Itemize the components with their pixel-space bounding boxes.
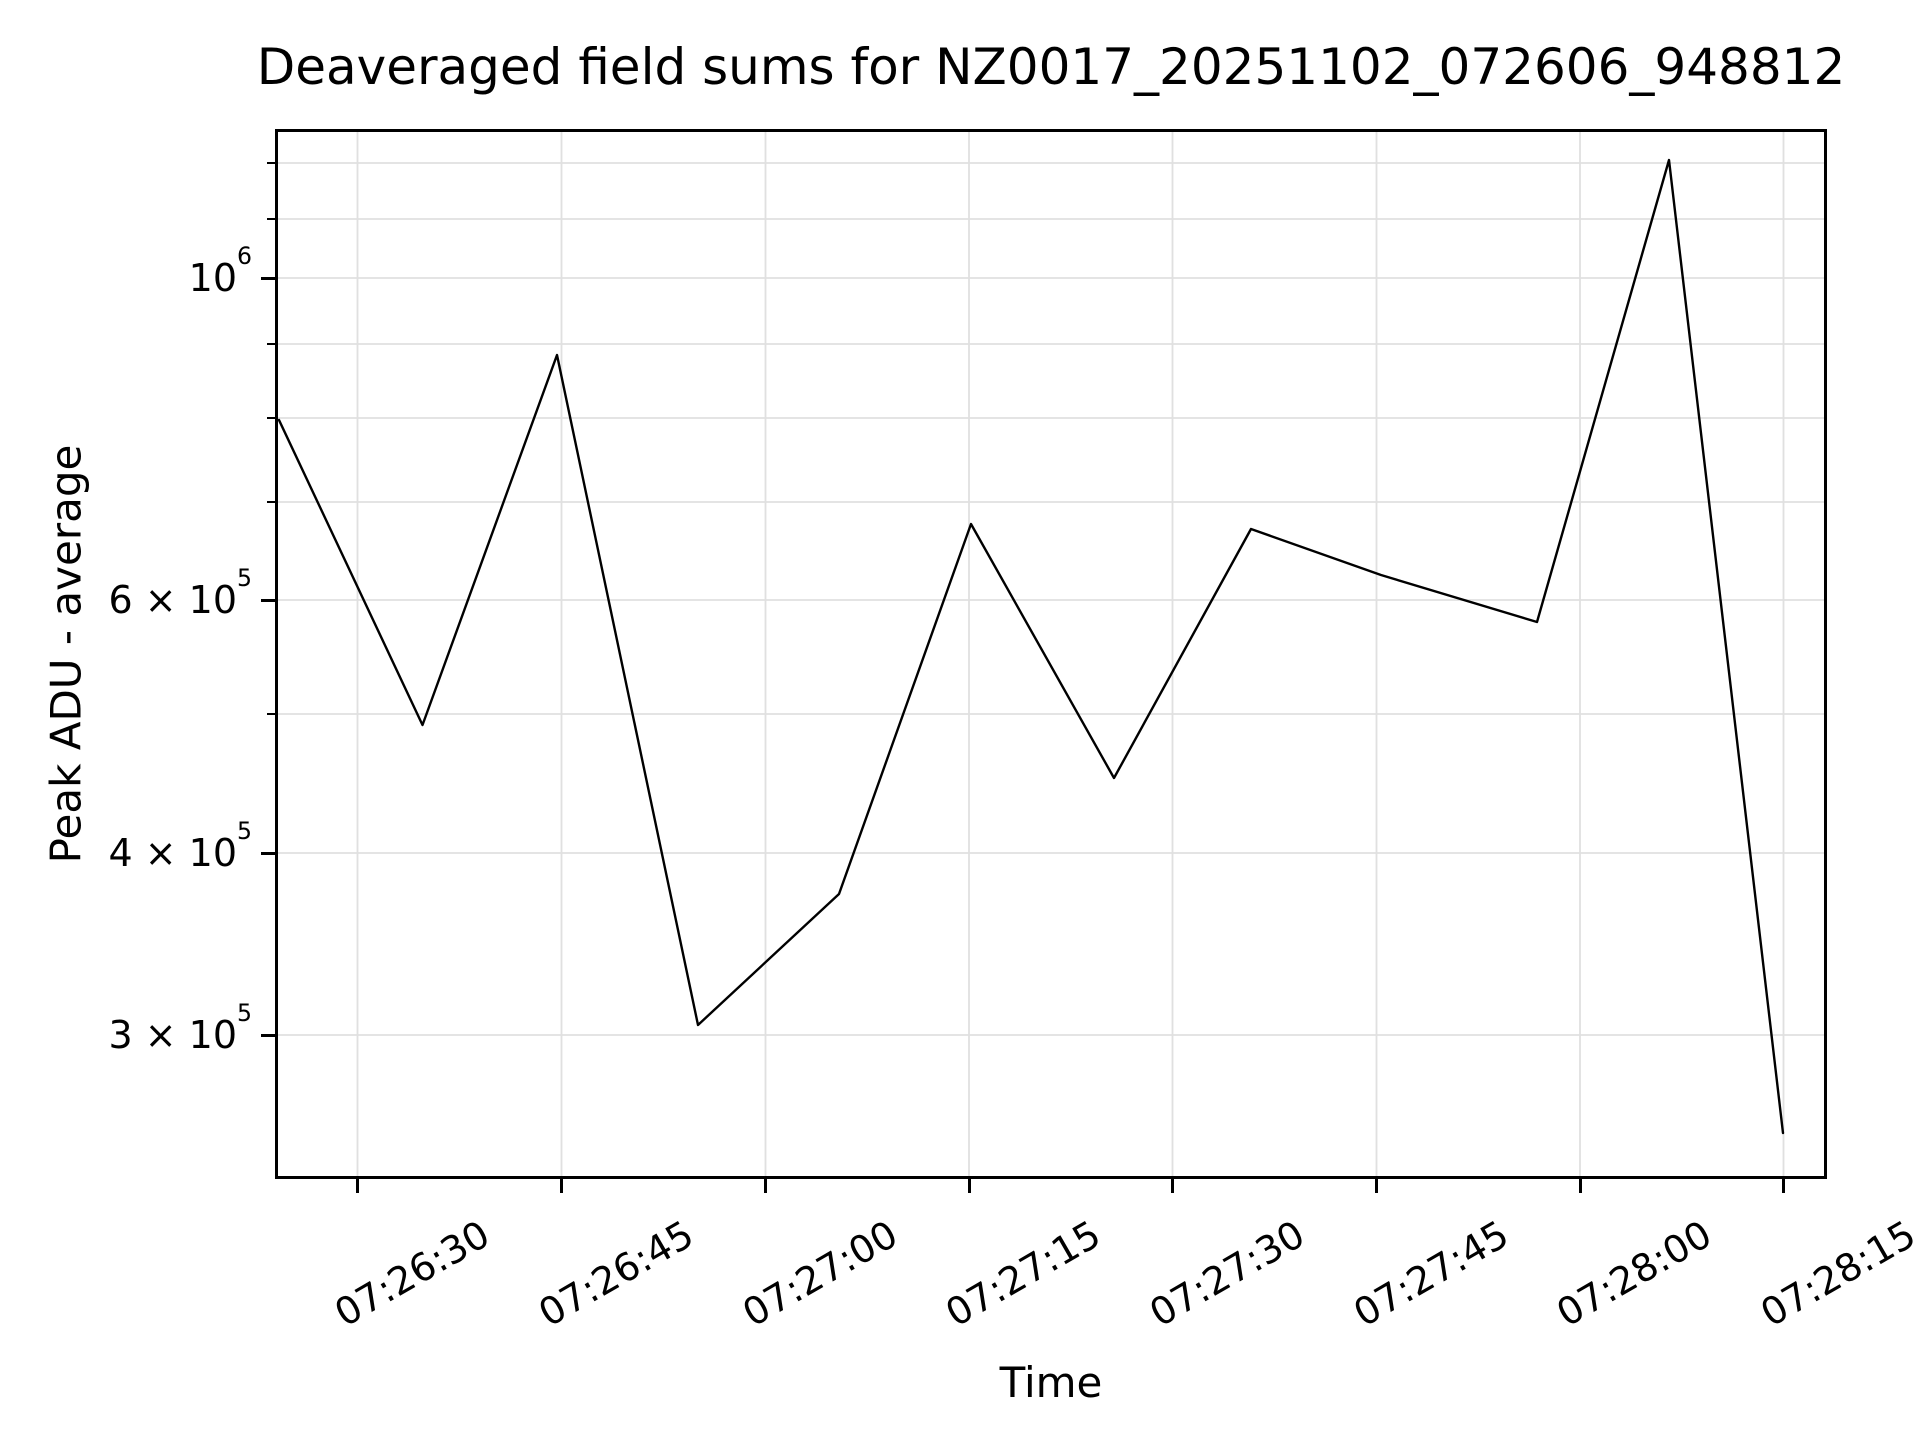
y-minor-tick-mark [267,417,275,419]
y-tick-mantissa: 10 [188,256,238,300]
y-tick-mantissa: 3 × 10 [108,1013,238,1057]
x-tick-label: 07:26:45 [530,1212,701,1336]
y-tick-exponent: 5 [237,999,252,1028]
y-tick-mark [261,598,275,602]
y-tick-mark [261,276,275,280]
y-minor-tick-mark [267,501,275,503]
y-tick-label: 3 × 105 [0,1002,252,1059]
x-tick-label: 07:26:30 [326,1212,497,1336]
y-minor-tick-mark [267,218,275,220]
x-tick-mark [967,1177,971,1193]
line-chart-canvas [278,132,1824,1176]
x-tick-mark [560,1177,563,1193]
x-tick-label: 07:27:45 [1345,1212,1516,1336]
y-tick-mark [261,1033,275,1037]
x-tick-mark [1375,1177,1378,1193]
x-tick-mark [356,1177,359,1193]
x-tick-mark [764,1177,767,1193]
y-minor-tick-mark [267,713,275,715]
x-tick-label: 07:27:00 [734,1212,905,1336]
plot-area [275,129,1827,1179]
y-tick-mantissa: 6 × 10 [108,578,238,622]
data-line [278,158,1785,1135]
y-tick-label: 4 × 105 [0,820,252,877]
chart-title: Deaveraged field sums for NZ0017_2025110… [256,38,1846,96]
y-tick-exponent: 6 [237,242,252,271]
x-tick-mark [1171,1177,1174,1193]
y-tick-exponent: 5 [237,817,252,846]
x-tick-mark [1578,1177,1582,1193]
x-axis-label: Time [999,1358,1103,1407]
x-tick-label: 07:27:15 [938,1212,1108,1336]
x-tick-label: 07:27:30 [1141,1212,1312,1336]
y-minor-tick-mark [267,162,275,164]
y-tick-exponent: 5 [237,564,252,593]
y-tick-mantissa: 4 × 10 [108,831,238,875]
y-tick-label: 6 × 105 [0,567,252,624]
x-tick-label: 07:28:00 [1549,1212,1719,1336]
y-tick-label: 106 [0,245,252,302]
x-tick-label: 07:28:15 [1752,1212,1920,1336]
x-tick-mark [1782,1177,1785,1193]
y-minor-tick-mark [267,343,275,345]
y-axis-label: Peak ADU - average [41,444,91,864]
y-tick-mark [261,851,275,855]
